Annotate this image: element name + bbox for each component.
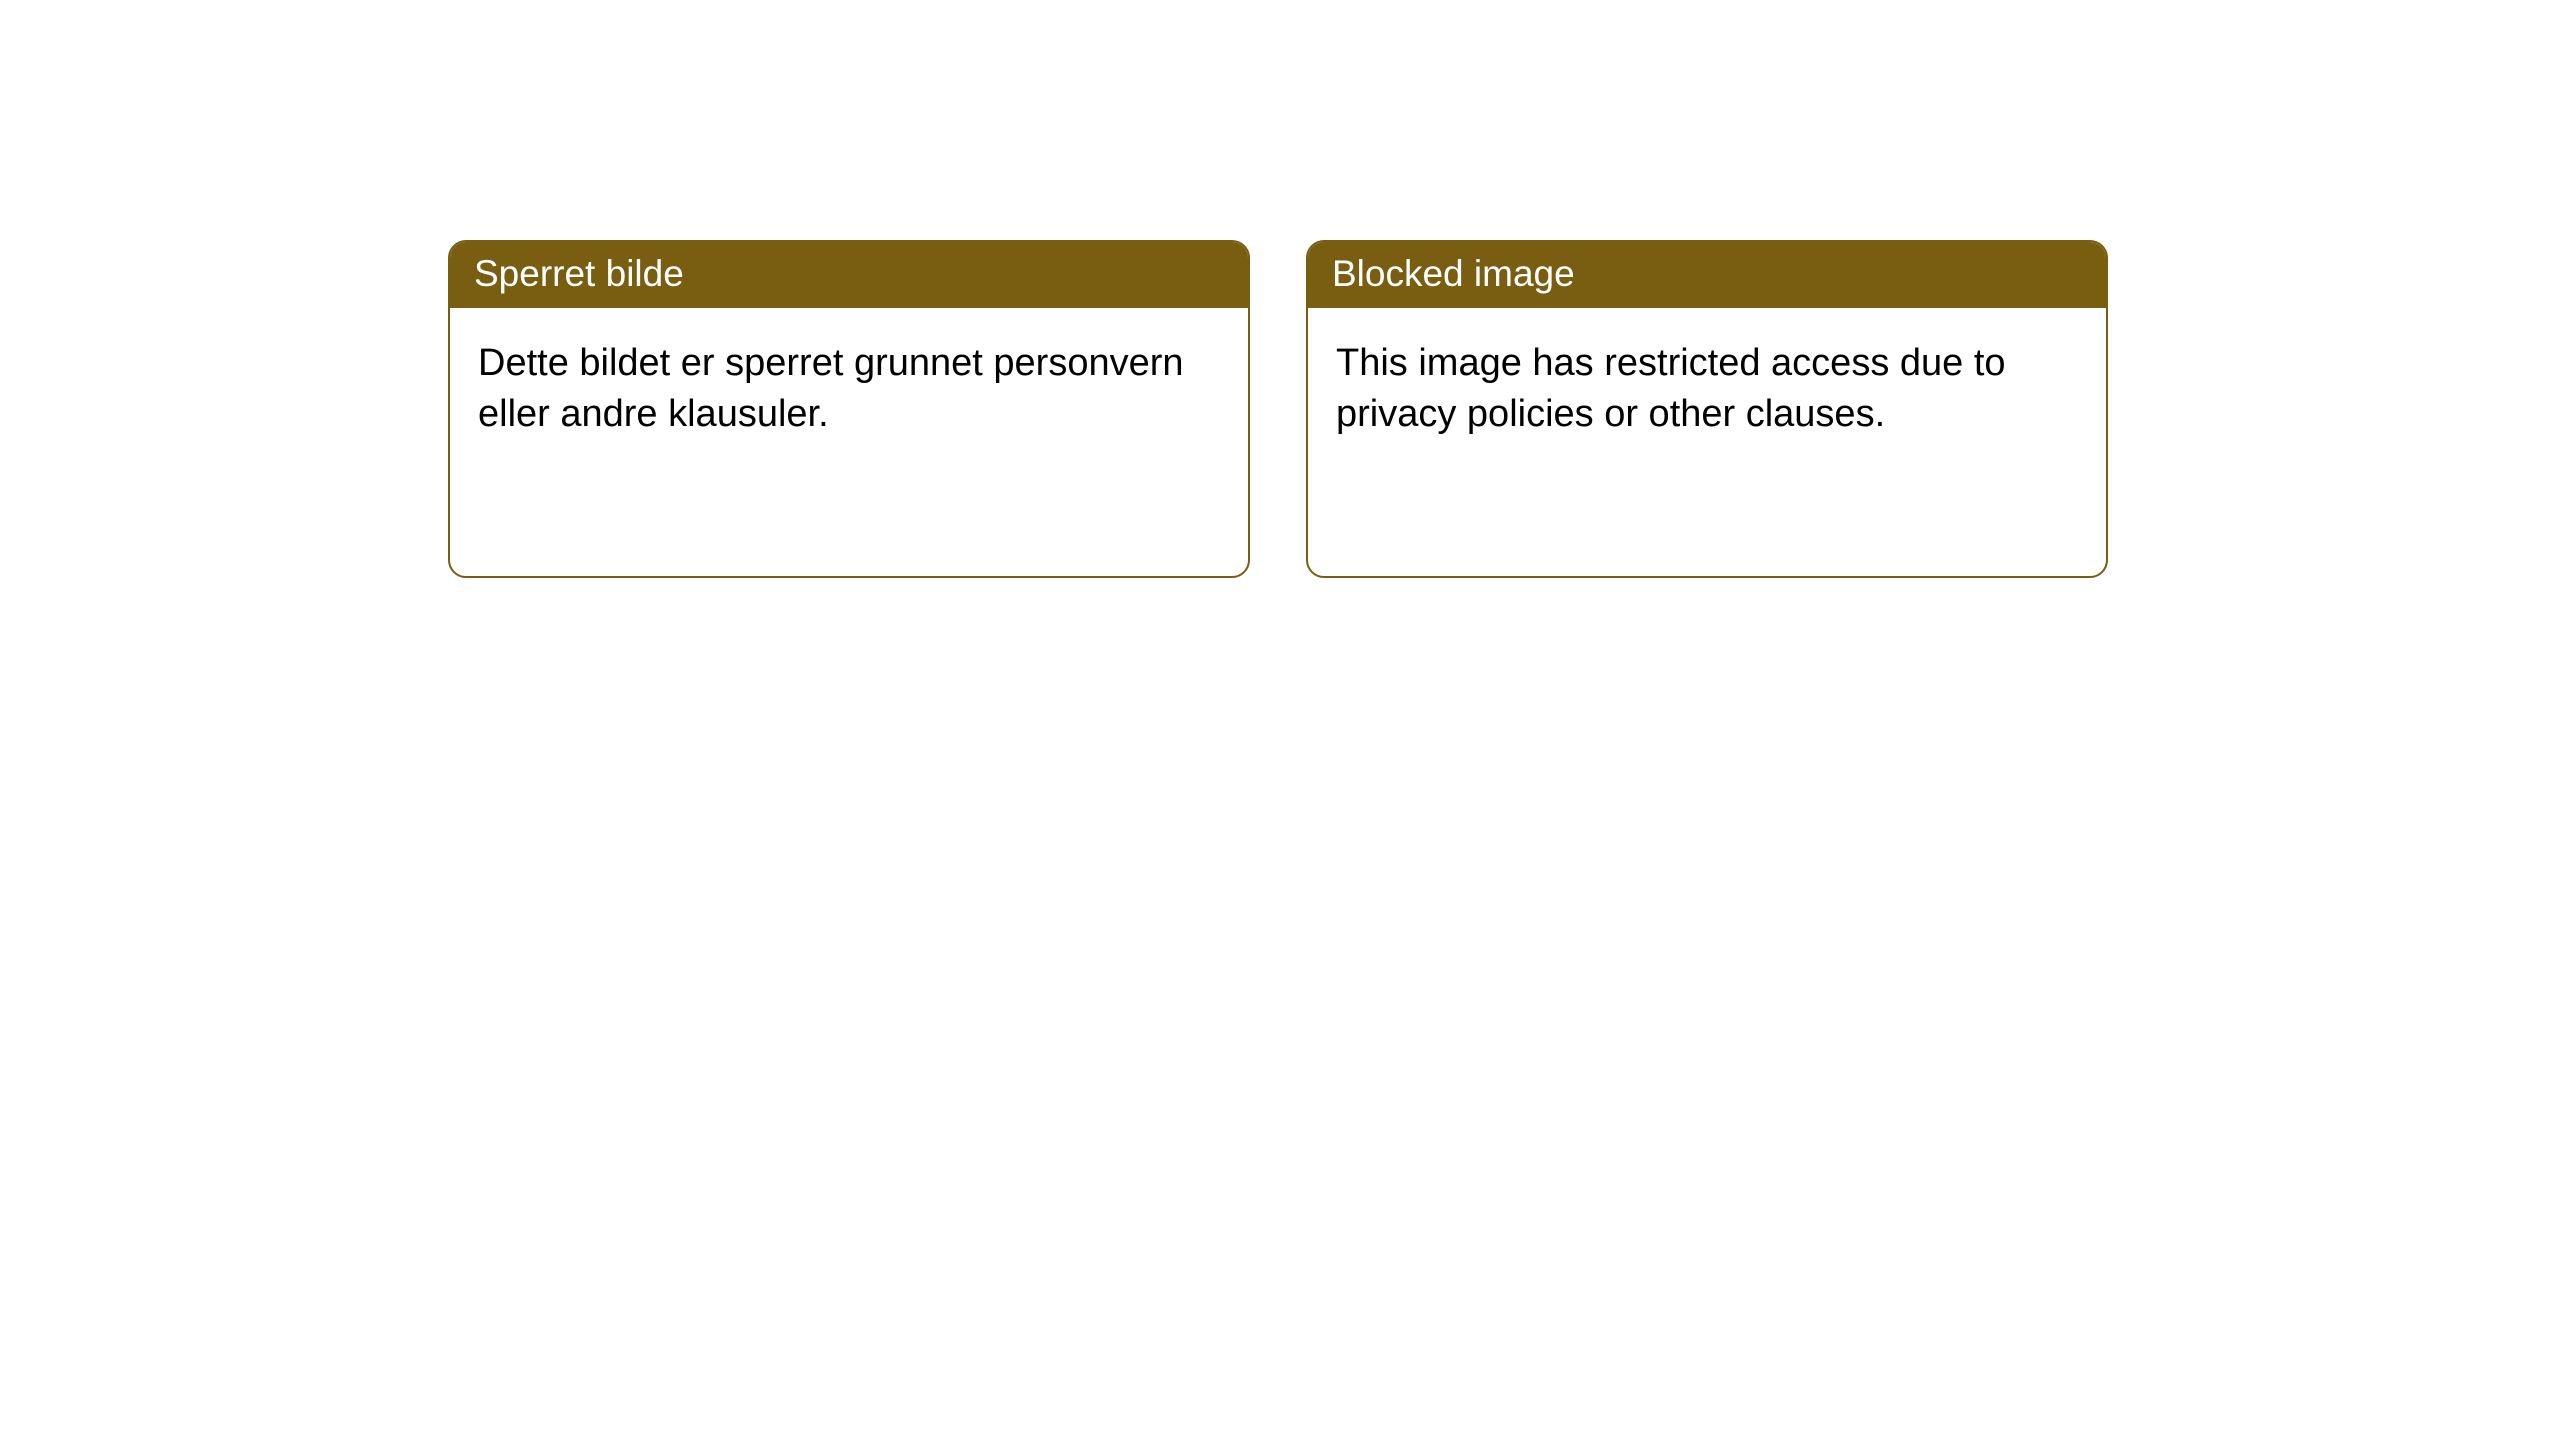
notice-card-english: Blocked image This image has restricted … (1306, 240, 2108, 578)
notice-body: This image has restricted access due to … (1308, 308, 2106, 471)
notice-header: Blocked image (1308, 242, 2106, 308)
notice-body: Dette bildet er sperret grunnet personve… (450, 308, 1248, 471)
notice-header: Sperret bilde (450, 242, 1248, 308)
notice-card-norwegian: Sperret bilde Dette bildet er sperret gr… (448, 240, 1250, 578)
notice-container: Sperret bilde Dette bildet er sperret gr… (0, 0, 2560, 578)
